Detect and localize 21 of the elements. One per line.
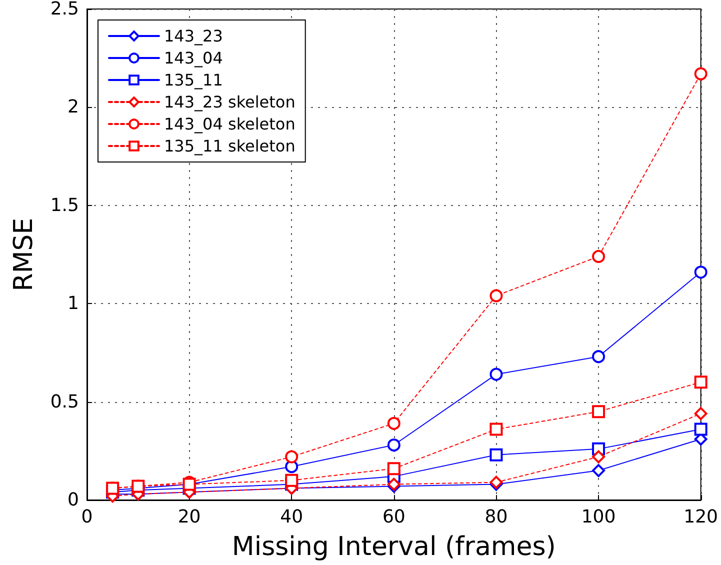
y-axis-title: RMSE — [9, 218, 39, 292]
legend-label: 143_04 — [164, 48, 223, 68]
x-tick-label: 100 — [581, 506, 616, 528]
x-tick-label: 120 — [684, 506, 718, 528]
y-tick-label: 1.5 — [50, 194, 79, 216]
legend-label: 143_04 skeleton — [164, 114, 296, 134]
y-tick-label: 1 — [68, 293, 79, 314]
y-tick-label: 2 — [68, 96, 79, 118]
y-tick-label: 0.5 — [50, 391, 79, 412]
x-tick-label: 20 — [178, 506, 201, 528]
y-tick-label: 0 — [68, 490, 79, 510]
x-tick-label: 80 — [484, 506, 508, 528]
x-tick-label: 0 — [81, 506, 93, 528]
y-tick-label: 2.5 — [50, 0, 79, 20]
legend-label: 143_23 — [164, 26, 223, 46]
x-axis-title: Missing Interval (frames) — [232, 532, 556, 562]
legend-label: 135_11 — [164, 70, 223, 90]
legend-label: 143_23 skeleton — [164, 92, 296, 112]
x-tick-label: 40 — [280, 506, 304, 528]
x-tick-label: 60 — [382, 506, 406, 528]
legend-label: 135_11 skeleton — [164, 136, 296, 156]
